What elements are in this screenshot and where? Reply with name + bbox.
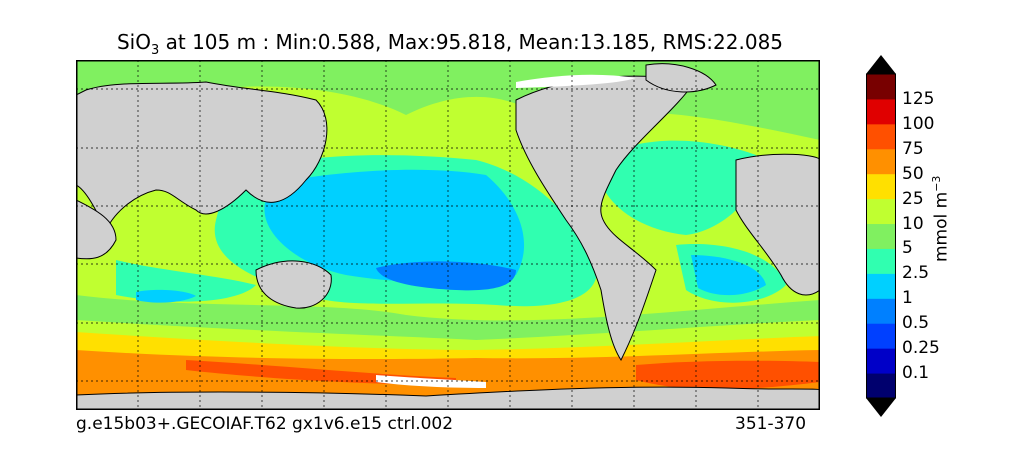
colorbar-tick-label: 1	[902, 288, 913, 309]
colorbar-tick-label: 0.25	[902, 338, 940, 359]
colorbar-tick-label: 125	[902, 88, 935, 109]
indian-1-2.5	[136, 289, 196, 303]
colorbar-max-arrow	[866, 55, 896, 74]
land-masses	[76, 63, 820, 410]
colorbar-segment	[866, 123, 896, 150]
sea-ice-north	[516, 74, 636, 88]
colorbar-segment	[866, 148, 896, 175]
colorbar-frame	[866, 73, 896, 399]
silicate-map	[76, 60, 820, 410]
colorbar-tick-label: 0.1	[902, 363, 930, 384]
colorbar-segment	[866, 348, 896, 374]
colorbar-segment	[866, 74, 896, 100]
colorbar-segment	[866, 373, 896, 399]
north-atlantic-2.5-5	[596, 140, 758, 235]
colorbar-segment	[866, 198, 896, 225]
plot-title: SiO3 at 105 m : Min:0.588, Max:95.818, M…	[116, 30, 784, 58]
colorbar-tick-label: 25	[902, 188, 924, 209]
years-label: 351-370	[735, 414, 807, 434]
colorbar-segment	[866, 98, 896, 125]
colorbar-tick-label: 5	[902, 238, 913, 259]
africa-east-land	[76, 199, 117, 260]
eurasia-land	[76, 81, 328, 232]
greenland-land	[645, 63, 717, 93]
colorbar-segment	[866, 223, 896, 249]
units-label: mmol m−3	[930, 175, 952, 262]
colorbar-min-arrow	[866, 398, 896, 417]
australia-land	[255, 260, 332, 309]
antarctica-land	[76, 386, 820, 410]
colorbar-segment	[866, 173, 896, 200]
colorbar-segment	[866, 298, 896, 324]
africa-land	[735, 153, 820, 296]
colorbar-tick-label: 2.5	[902, 263, 930, 284]
map-frame	[76, 60, 820, 410]
case-name: g.e15b03+.GECOIAF.T62 gx1v6.e15 ctrl.002	[76, 414, 454, 434]
band-south-75-100-atlantic	[636, 360, 820, 390]
colorbar-segment	[866, 323, 896, 349]
colorbar-tick-label: 10	[902, 213, 924, 234]
sea-ice-south	[376, 375, 486, 388]
colorbar-segment	[866, 273, 896, 299]
map-graticule	[76, 60, 820, 410]
colorbar-tick-label: 75	[902, 138, 924, 159]
colorbar-tick-label: 50	[902, 163, 924, 184]
colorbar	[866, 55, 896, 417]
pacific-1-2.5	[264, 169, 525, 283]
colorbar-tick-label: 100	[902, 113, 935, 134]
colorbar-segment	[866, 248, 896, 274]
south-atlantic-1-2.5	[691, 255, 766, 296]
pacific-0.5-1	[376, 261, 516, 291]
colorbar-tick-label: 0.5	[902, 313, 930, 334]
